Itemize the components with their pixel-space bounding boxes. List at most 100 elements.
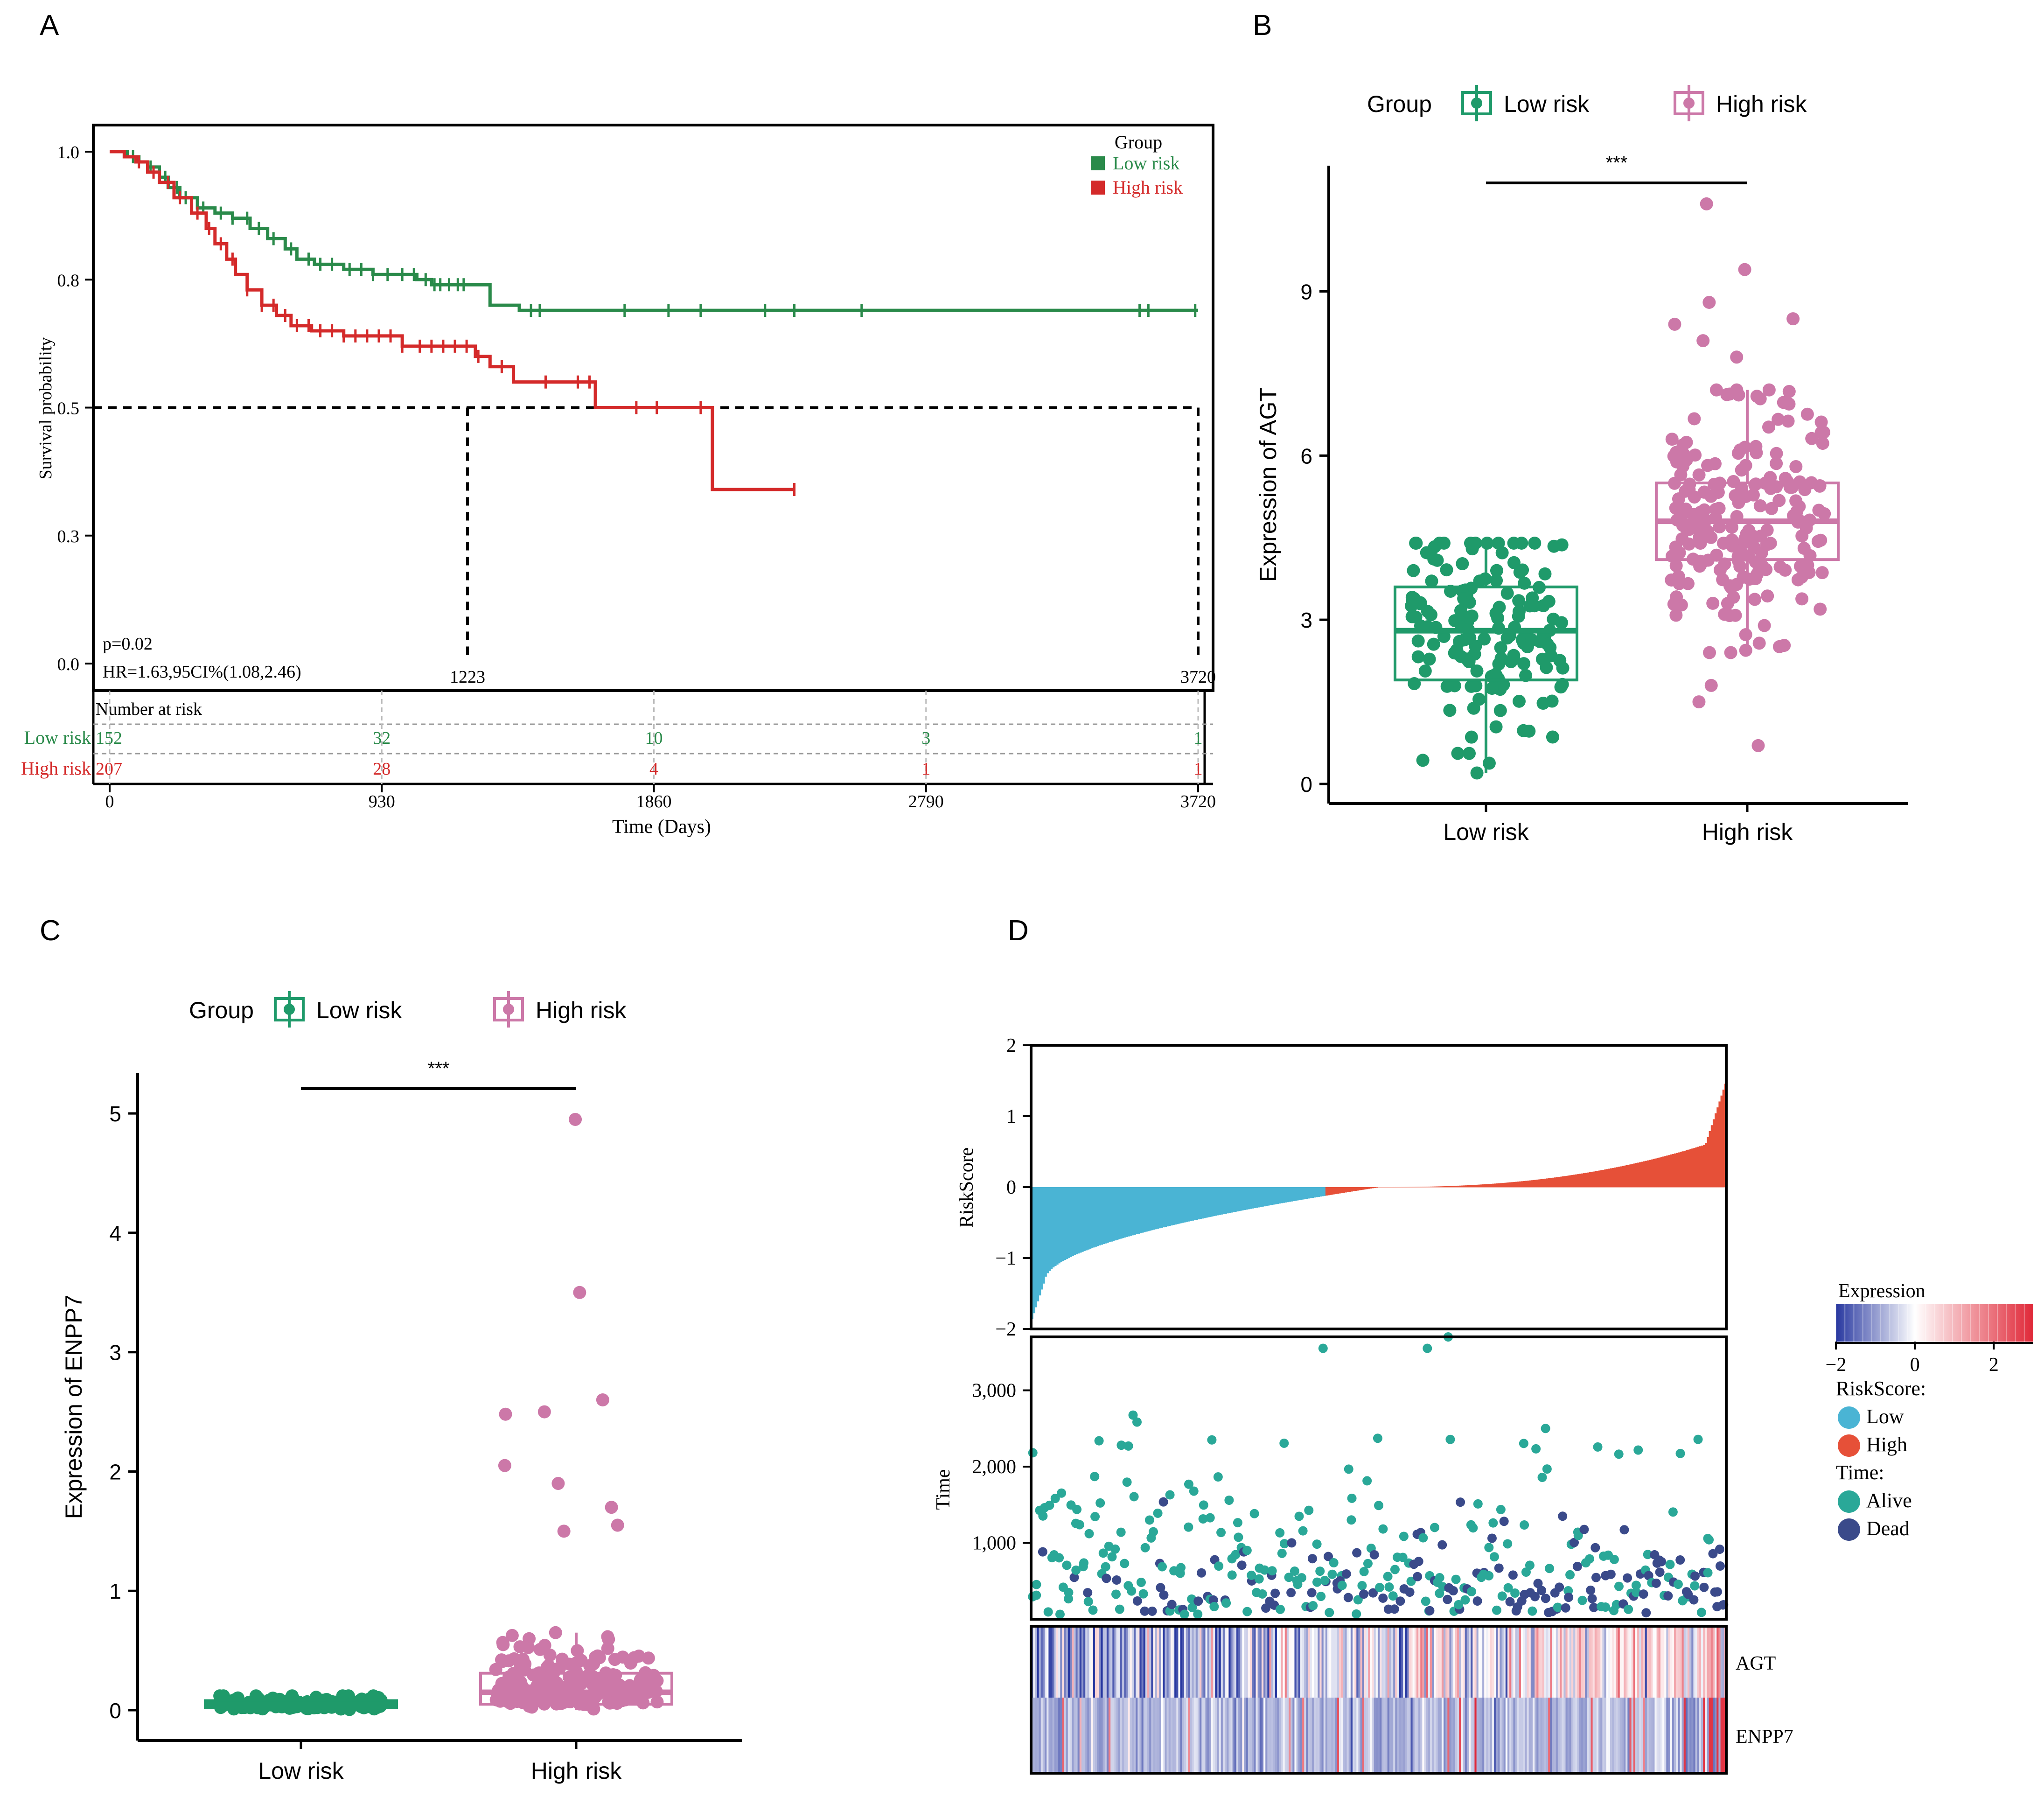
heatmap-cell-agt (1339, 1626, 1341, 1698)
riskscore-bar (1168, 1187, 1171, 1226)
heatmap-cell-enpp7 (1126, 1698, 1129, 1773)
data-point-high-risk (1814, 415, 1828, 429)
heatmap-cell-agt (1519, 1626, 1521, 1698)
riskscore-bar (1455, 1186, 1458, 1188)
heatmap-cell-agt (1128, 1626, 1130, 1698)
alive-point (1187, 1602, 1197, 1612)
heatmap-cell-enpp7 (1095, 1698, 1097, 1773)
riskscore-bar (1099, 1187, 1102, 1245)
riskscore-bar (1097, 1187, 1099, 1246)
dead-point (1167, 1600, 1177, 1609)
dead-point (1689, 1595, 1699, 1605)
heatmap-cell-agt (1372, 1626, 1374, 1698)
alive-point (1214, 1561, 1224, 1571)
alive-point (1165, 1490, 1175, 1500)
riskscore-bar (1254, 1187, 1256, 1209)
riskscore-bar (1370, 1187, 1373, 1189)
heatmap-cell-enpp7 (1664, 1698, 1667, 1773)
alive-point (1614, 1449, 1624, 1459)
alive-point (1290, 1566, 1299, 1576)
alive-point (1050, 1494, 1060, 1503)
alive-point (1519, 1439, 1528, 1448)
heatmap-cell-enpp7 (1505, 1698, 1508, 1773)
riskscore-bar (1409, 1187, 1411, 1188)
riskscore-bar (1674, 1153, 1676, 1188)
heatmap-cell-agt (1327, 1626, 1330, 1698)
data-point-high-risk (1727, 590, 1740, 604)
outlier-point (573, 1286, 586, 1299)
data-point-low-risk (1440, 563, 1453, 577)
data-point-low-risk (1479, 572, 1492, 586)
heatmap-cell-agt (1530, 1626, 1533, 1698)
heatmap-cell-enpp7 (1374, 1698, 1376, 1773)
dead-point (1487, 1533, 1497, 1543)
data-point-low-risk (1430, 553, 1444, 567)
heatmap-cell-enpp7 (1465, 1698, 1467, 1773)
heatmap-cell-enpp7 (1437, 1698, 1440, 1773)
alive-point (1276, 1604, 1285, 1614)
heatmap-cell-enpp7 (1434, 1698, 1437, 1773)
heatmap-cell-enpp7 (1242, 1698, 1245, 1773)
heatmap-cell-enpp7 (1081, 1698, 1084, 1773)
heatmap-cell-enpp7 (1329, 1698, 1332, 1773)
heatmap-cell-agt (1180, 1626, 1183, 1698)
riskscore-bar (1463, 1185, 1465, 1188)
heatmap-cell-agt (1560, 1626, 1562, 1698)
dead-point (1505, 1597, 1515, 1607)
heatmap-cell-enpp7 (1645, 1698, 1647, 1773)
alive-point (1593, 1442, 1603, 1452)
heatmap-cell-agt (1170, 1626, 1173, 1698)
heatmap-cell-agt (1517, 1626, 1520, 1698)
heatmap-cell-enpp7 (1161, 1698, 1163, 1773)
dead-point (1663, 1591, 1673, 1601)
heatmap-cell-agt (1294, 1626, 1297, 1698)
heatmap-cell-agt (1209, 1626, 1212, 1698)
time-y-tick-label: 3,000 (972, 1380, 1017, 1401)
heatmap-cell-enpp7 (1207, 1698, 1210, 1773)
heatmap-cell-enpp7 (1542, 1698, 1545, 1773)
y-tick-label-3: 3 (1300, 608, 1312, 632)
riskscore-bar (1468, 1185, 1471, 1188)
alive-point (1492, 1605, 1501, 1615)
heatmap-cell-agt (1672, 1626, 1674, 1698)
riskscore-bar (1130, 1187, 1132, 1236)
alive-point (1136, 1577, 1146, 1587)
alive-point (1423, 1343, 1432, 1353)
heatmap-cell-enpp7 (1563, 1698, 1566, 1773)
heatmap-cell-enpp7 (1556, 1698, 1558, 1773)
heatmap-cell-enpp7 (1091, 1698, 1094, 1773)
alive-point (1189, 1486, 1199, 1496)
riskscore-bar (1501, 1183, 1504, 1188)
heatmap-cell-agt (1050, 1626, 1053, 1698)
alive-point (1221, 1598, 1231, 1608)
dead-point (1378, 1593, 1388, 1603)
heatmap-cell-enpp7 (1472, 1698, 1475, 1773)
dead-point (1102, 1573, 1111, 1583)
riskscore-bar (1186, 1187, 1188, 1222)
heatmap-cell-agt (1056, 1626, 1059, 1698)
heatmap-cell-agt (1120, 1626, 1123, 1698)
heatmap-cell-agt (1186, 1626, 1188, 1698)
outlier-point (1668, 317, 1681, 331)
heatmap-cell-agt (1207, 1626, 1210, 1698)
y-tick-label-2: 2 (109, 1460, 121, 1484)
heatmap-cell-enpp7 (1432, 1698, 1434, 1773)
data-point-high-risk (1737, 570, 1750, 584)
riskscore-bar (1174, 1187, 1177, 1225)
riskscore-bar (1722, 1090, 1725, 1188)
riskscore-bar (1139, 1187, 1142, 1233)
alive-point (1120, 1559, 1130, 1568)
riskscore-bar (1428, 1186, 1430, 1188)
dead-point (1699, 1582, 1709, 1592)
riskscore-bar (1242, 1187, 1245, 1210)
alive-point (1553, 1602, 1563, 1612)
riskscore-bar (1389, 1187, 1392, 1188)
heatmap-cell-enpp7 (1457, 1698, 1459, 1773)
riskscore-bar (1170, 1187, 1173, 1226)
legend-dot-low (1838, 1406, 1860, 1429)
data-point-low-risk (1556, 661, 1570, 675)
data-point-low-risk (1493, 704, 1507, 717)
data-point-high-risk (628, 1651, 641, 1664)
data-point-low-risk (1515, 537, 1528, 550)
heatmap-cell-enpp7 (1182, 1698, 1185, 1773)
